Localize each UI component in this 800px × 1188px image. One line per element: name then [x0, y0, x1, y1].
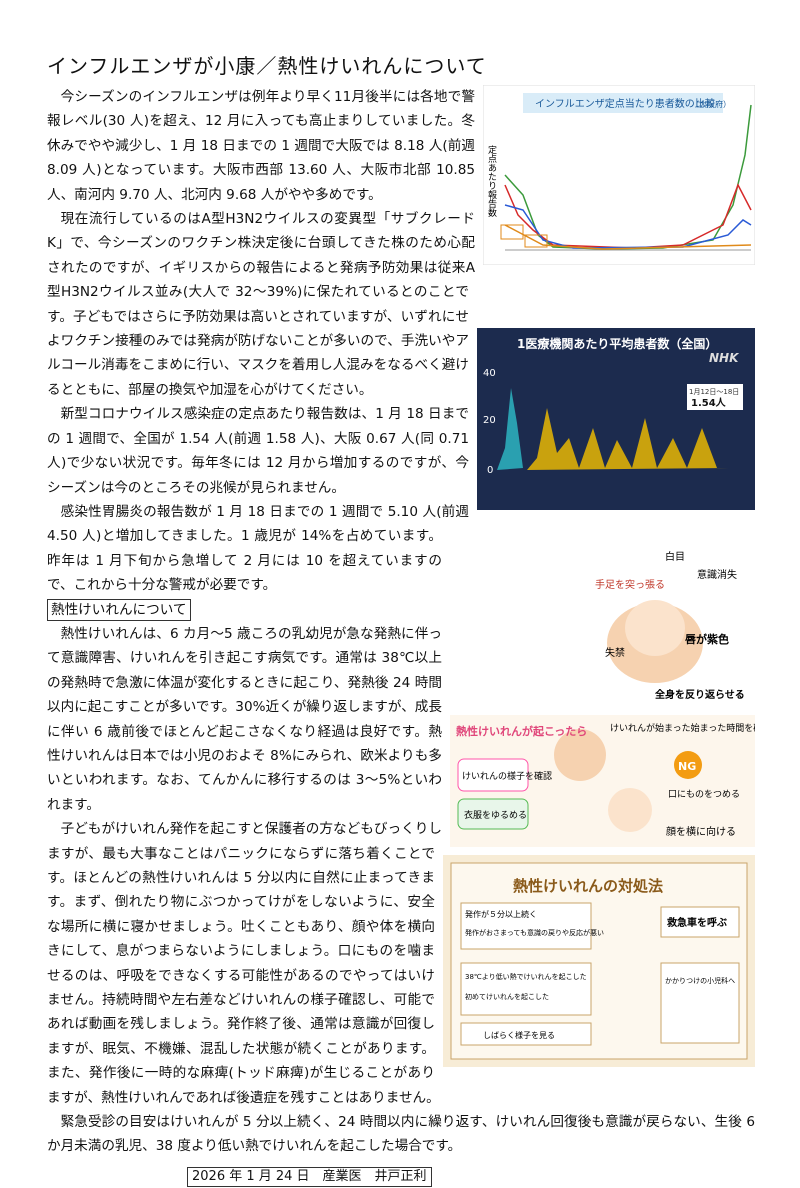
symptom-label: 全身を反り返らせる — [655, 688, 745, 701]
page: インフルエンザが小康／熱性けいれんについて インフルエンザ定点当たり患者数の比較… — [47, 54, 755, 1187]
paragraph: 今シーズンのインフルエンザは例年より早く11月後半には各地で警報レベル(30 人… — [47, 89, 475, 203]
paragraph: 現在流行しているのはA型H3N2ウイルスの変異型「サブクレードK」で、今シーズン… — [47, 211, 475, 398]
body: インフルエンザ定点当たり患者数の比較 （大阪府） 定点あたり報告数 1医療機関あ… — [47, 85, 755, 1188]
chart-callout: 1.54人 — [691, 397, 727, 409]
paragraph: 新型コロナウイルス感染症の定点あたり報告数は、1 月 18 日までの 1 週間で… — [47, 406, 469, 496]
paragraph: 感染性胃腸炎の報告数が 1 月 18 日までの 1 週間で 5.10 人(前週 … — [47, 503, 469, 594]
symptom-label: 手足を突っ張る — [595, 578, 665, 591]
aid-label: 口にものをつめる — [668, 789, 740, 800]
aid-label: NG — [678, 760, 696, 773]
chart-title: インフルエンザ定点当たり患者数の比較 — [535, 97, 715, 110]
title: インフルエンザが小康／熱性けいれんについて — [47, 54, 487, 78]
symptom-label: 意識消失 — [697, 568, 737, 581]
chart-region: （大阪府） — [691, 99, 731, 109]
footer: 2026 年 1 月 24 日 産業医 井戸正利 — [187, 1166, 432, 1187]
section-heading: 熱性けいれんについて — [47, 598, 191, 621]
response-item: 38℃より低い熱でけいれんを起こした — [465, 972, 587, 981]
response-target: かかりつけの小児科へ — [665, 976, 735, 985]
chart-logo: NHK — [709, 351, 740, 365]
y-tick-label: 20 — [483, 415, 496, 426]
chart-date: 1月12日～18日 — [689, 388, 739, 396]
covid-chart: 1医療機関あたり平均患者数（全国） NHK 40 20 0 1月12日～18日 … — [477, 328, 755, 510]
aid-label: 衣服をゆるめる — [464, 809, 527, 821]
response-target: 救急車を呼ぶ — [667, 916, 727, 929]
aid-label: 顔を横に向ける — [666, 825, 736, 838]
response-chart: 熱性けいれんの対処法 発作が５分以上続く 発作がおさまっても意識の戻りや反応が悪… — [443, 855, 755, 1067]
paragraph: 緊急受診の目安はけいれんが 5 分以上続く、24 時間以内に繰り返す、けいれん回… — [47, 1114, 755, 1155]
aid-title: 熱性けいれんが起こったら — [456, 724, 587, 738]
paragraph: 熱性けいれんは、6 カ月～5 歳ころの乳幼児が急な発熱に伴って意識障害、けいれん… — [47, 625, 442, 813]
symptom-label: 唇が紫色 — [685, 632, 729, 646]
response-item: 発作がおさまっても意識の戻りや反応が悪い — [465, 928, 604, 937]
y-tick-label: 40 — [483, 368, 496, 379]
aid-label: けいれんの様子を確認 — [462, 770, 552, 782]
paragraph: 子どもがけいれん発作を起こすと保護者の方などもびっくりしますが、最も大事なことは… — [47, 821, 442, 1106]
first-aid-illustration: 熱性けいれんが起こったら けいれんが始まった始まった時間を確認 けいれんの様子を… — [450, 715, 755, 847]
response-title: 熱性けいれんの対処法 — [513, 877, 663, 895]
symptom-label: 白目 — [665, 550, 685, 563]
response-item: しばらく様子を見る — [483, 1030, 555, 1040]
response-item: 発作が５分以上続く — [465, 909, 537, 919]
response-item: 初めてけいれんを起こした — [465, 992, 549, 1001]
y-label: 定点あたり報告数 — [486, 145, 497, 218]
aid-label: けいれんが始まった始まった時間を確認 — [610, 722, 755, 734]
chart-title: 1医療機関あたり平均患者数（全国） — [517, 336, 717, 351]
symptom-label: 失禁 — [605, 646, 625, 659]
flu-chart: インフルエンザ定点当たり患者数の比較 （大阪府） 定点あたり報告数 — [483, 85, 755, 265]
symptoms-illustration: 手足を突っ張る 白目 意識消失 唇が紫色 失禁 全身を反り返らせる — [595, 550, 745, 701]
y-tick-label: 0 — [487, 465, 493, 476]
